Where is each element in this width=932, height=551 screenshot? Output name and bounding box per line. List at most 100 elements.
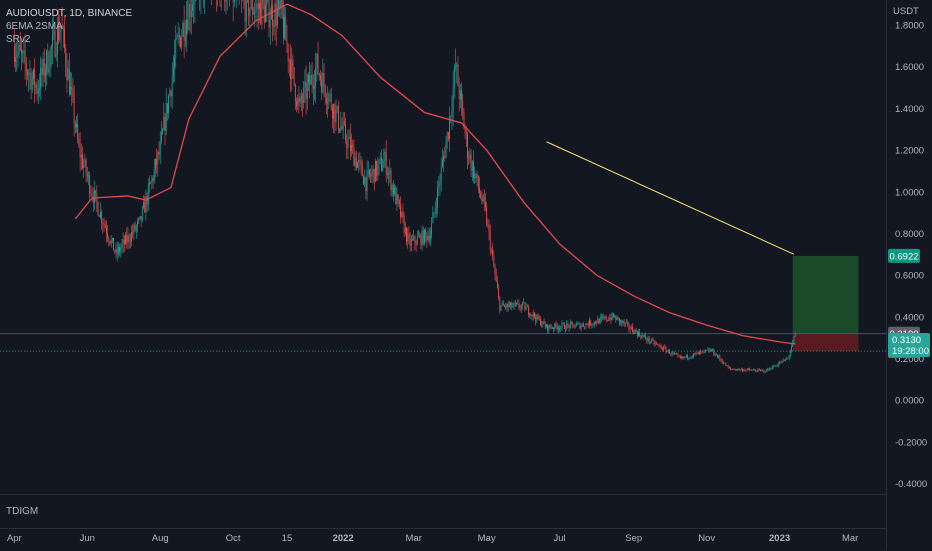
candle-body <box>683 356 685 358</box>
candle-body <box>785 359 786 361</box>
candle-body <box>562 323 564 324</box>
candle-body <box>679 356 681 358</box>
candle-body <box>492 250 494 256</box>
time-axis[interactable] <box>0 528 886 551</box>
candle-body <box>572 322 574 325</box>
candle-body <box>299 95 301 103</box>
candle-body <box>371 172 373 177</box>
candle-body <box>782 359 784 361</box>
pane-separator[interactable] <box>0 494 886 495</box>
candle-body <box>349 136 351 152</box>
candle-body <box>157 152 159 165</box>
candle-body <box>480 192 482 199</box>
candle-body <box>587 324 589 326</box>
candle-body <box>438 184 440 187</box>
candle-body <box>339 128 340 131</box>
candle-body <box>605 316 607 321</box>
candle-body <box>24 50 26 64</box>
candle-body <box>461 90 462 101</box>
x-tick-label: Sep <box>625 533 642 544</box>
legend-indicator-sr[interactable]: SRv2 <box>6 34 31 45</box>
candle-body <box>73 96 75 124</box>
candle-body <box>745 369 747 371</box>
y-tick-label: -0.2000 <box>895 437 927 448</box>
candle-body <box>781 360 783 363</box>
candle-body <box>437 186 439 208</box>
candle-body <box>33 69 34 79</box>
candle-body <box>334 104 336 123</box>
candle-body <box>711 349 712 351</box>
candle-body <box>104 224 106 228</box>
candle-body <box>262 0 264 4</box>
candle-body <box>359 160 361 161</box>
candle-body <box>341 126 343 129</box>
candle-body <box>468 158 470 160</box>
candle-body <box>306 82 308 99</box>
candle-body <box>584 326 586 328</box>
candle-body <box>358 160 360 163</box>
candle-body <box>451 109 453 117</box>
candle-body <box>141 207 143 221</box>
candle-body <box>665 347 667 352</box>
candle-body <box>174 57 175 68</box>
candle-body <box>79 145 81 159</box>
candle-body <box>186 19 187 36</box>
candle-body <box>550 327 552 329</box>
candle-body <box>54 30 56 57</box>
candle-body <box>291 59 293 80</box>
candle-body <box>656 343 657 344</box>
candle-body <box>486 206 488 225</box>
candle-body <box>115 248 117 253</box>
candle-body <box>370 175 372 177</box>
candle-body <box>555 323 557 327</box>
candle-body <box>29 72 31 75</box>
candle-body <box>351 144 352 152</box>
y-tick-label: 0.4000 <box>895 312 924 323</box>
price-axis[interactable] <box>886 0 932 550</box>
candle-body <box>396 194 398 204</box>
candle-body <box>322 72 324 93</box>
candle-body <box>540 318 541 326</box>
candle-body <box>278 0 279 10</box>
candle-body <box>346 139 348 148</box>
legend-symbol[interactable]: AUDIOUSDT, 1D, BINANCE <box>6 8 133 19</box>
candle-body <box>316 54 318 69</box>
candle-body <box>787 358 789 359</box>
candle-body <box>669 350 670 354</box>
candle-body <box>740 369 742 370</box>
candle-body <box>774 365 776 367</box>
candle-body <box>144 202 146 213</box>
candle-body <box>360 160 362 165</box>
y-tick-label: 1.6000 <box>895 62 924 73</box>
candle-body <box>327 102 329 104</box>
x-tick-label: 2022 <box>333 533 354 544</box>
legend-indicator-ma[interactable]: 6EMA 2SMA <box>6 21 63 32</box>
candle-body <box>255 7 257 12</box>
candle-body <box>583 324 584 327</box>
candle-body <box>404 227 406 234</box>
candle-body <box>138 218 140 222</box>
candle-body <box>421 230 423 246</box>
y-tick-label: 0.2000 <box>895 354 924 365</box>
candle-body <box>345 123 346 140</box>
candle-body <box>783 359 785 361</box>
last-price-tag-bg <box>888 332 930 357</box>
candle-body <box>66 66 68 81</box>
candle-body <box>629 328 631 330</box>
candle-body <box>384 151 386 161</box>
candle-body <box>122 239 124 245</box>
candle-body <box>287 44 289 62</box>
candle-body <box>459 90 461 100</box>
candle-body <box>734 369 736 371</box>
candle-body <box>176 36 178 39</box>
candle-body <box>691 356 693 358</box>
candle-body <box>530 314 532 316</box>
candle-body <box>610 317 612 320</box>
candle-body <box>285 16 287 41</box>
candle-body <box>31 78 33 90</box>
candle-body <box>648 337 650 342</box>
candle-body <box>163 116 165 130</box>
candle-body <box>377 164 379 176</box>
candle-body <box>28 74 30 75</box>
